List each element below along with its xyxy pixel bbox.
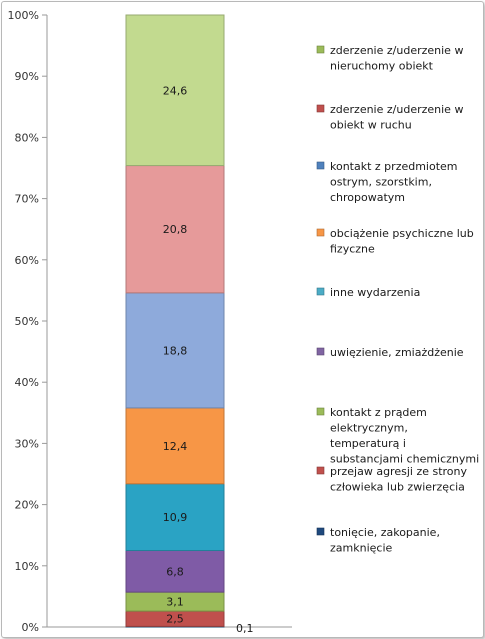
bar-segment <box>125 407 225 485</box>
legend-label: obciążenie psychiczne lub <box>330 227 474 240</box>
legend-label: zderzenie z/uderzenie w <box>330 44 463 57</box>
legend-label: inne wydarzenia <box>330 286 420 299</box>
legend-label: elektrycznym, <box>330 422 408 435</box>
legend-swatch <box>316 45 325 54</box>
legend-label: zderzenie z/uderzenie w <box>330 103 463 116</box>
legend-swatch <box>316 161 325 170</box>
legend-item: tonięcie, zakopanie, zamknięcie <box>316 526 440 555</box>
y-tick-label: 70% <box>15 193 39 206</box>
legend-label: temperaturą i <box>330 437 406 450</box>
y-tick-label: 20% <box>15 499 39 512</box>
legend-swatch <box>316 104 325 113</box>
legend-label: obiekt w ruchu <box>330 119 412 132</box>
data-label: 18,8 <box>163 344 188 357</box>
legend: zderzenie z/uderzenie w nieruchomy obiekt… <box>316 44 479 555</box>
legend-item: kontakt z prądem elektrycznym, temperaturą… <box>316 406 479 466</box>
legend-label: przejaw agresji ze strony <box>330 465 468 478</box>
data-label: 0,1 <box>236 622 254 635</box>
legend-item: zderzenie z/uderzenie w nieruchomy obiekt <box>316 44 463 73</box>
legend-item: inne wydarzenia <box>316 286 420 299</box>
legend-swatch <box>316 407 325 416</box>
y-tick-label: 90% <box>15 70 39 83</box>
data-label: 6,8 <box>166 565 184 578</box>
legend-label: substancjami chemicznymi <box>330 453 479 466</box>
y-tick-label: 40% <box>15 376 39 389</box>
bar-segment <box>125 550 225 593</box>
legend-label: kontakt z przedmiotem <box>330 160 458 173</box>
legend-label: chropowatym <box>330 191 405 204</box>
bar-segment <box>125 14 225 167</box>
bar-segment <box>125 292 225 409</box>
legend-item: zderzenie z/uderzenie w obiekt w ruchu <box>316 103 463 132</box>
legend-label: fizyczne <box>330 243 375 256</box>
legend-label: ostrym, szorstkim, <box>330 176 432 189</box>
legend-swatch <box>316 466 325 475</box>
legend-label: człowieka lub zwierzęcia <box>330 481 465 494</box>
y-tick-label: 100% <box>8 9 39 22</box>
legend-swatch <box>316 228 325 237</box>
y-axis: 0% 10% 20% 30% 40% 50% 60% 70% 80% 90% 100% <box>8 9 292 634</box>
legend-item: przejaw agresji ze strony człowieka lub z… <box>316 465 468 494</box>
data-label: 10,9 <box>163 511 188 524</box>
legend-swatch <box>316 347 325 356</box>
bar-segment <box>125 483 225 551</box>
legend-label: nieruchomy obiekt <box>330 60 434 73</box>
legend-item: uwięzienie, zmiażdżenie <box>316 346 464 359</box>
data-label: 3,1 <box>166 596 184 609</box>
legend-swatch <box>316 287 325 296</box>
legend-label: uwięzienie, zmiażdżenie <box>330 346 464 359</box>
bar-stack <box>125 14 225 628</box>
y-tick-label: 80% <box>15 131 39 144</box>
legend-label: tonięcie, zakopanie, <box>330 526 440 539</box>
legend-item: obciążenie psychiczne lub fizyczne <box>316 227 474 256</box>
legend-item: kontakt z przedmiotem ostrym, szorstkim, c… <box>316 160 458 204</box>
y-tick-label: 10% <box>15 560 39 573</box>
data-labels: 0,1 2,5 3,1 6,8 10,9 12,4 18,8 20,8 24,6 <box>163 84 254 635</box>
y-tick-label: 30% <box>15 437 39 450</box>
data-label: 12,4 <box>163 440 188 453</box>
y-tick-label: 60% <box>15 254 39 267</box>
data-label: 2,5 <box>166 613 184 626</box>
y-tick-label: 0% <box>22 621 39 634</box>
legend-label: zamknięcie <box>330 542 392 555</box>
data-label: 20,8 <box>163 223 188 236</box>
legend-label: kontakt z prądem <box>330 406 427 419</box>
y-tick-label: 50% <box>15 315 39 328</box>
legend-swatch <box>316 527 325 536</box>
data-label: 24,6 <box>163 84 188 97</box>
